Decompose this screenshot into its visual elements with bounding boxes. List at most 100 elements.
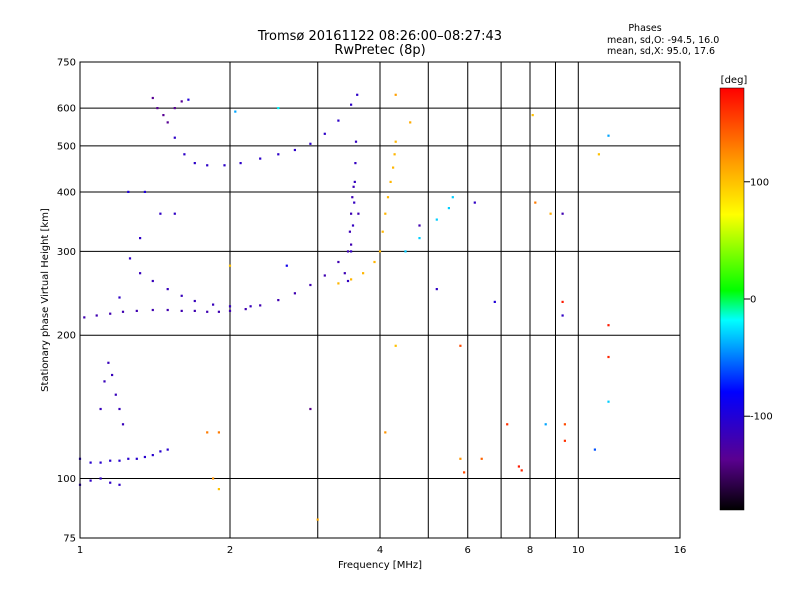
data-point	[350, 250, 353, 253]
data-point	[473, 201, 476, 204]
data-point	[139, 272, 142, 275]
data-point	[114, 393, 117, 396]
data-point	[180, 294, 183, 297]
x-tick-label: 2	[227, 545, 233, 556]
data-point	[362, 272, 365, 275]
data-point	[228, 264, 232, 267]
data-point	[323, 274, 326, 277]
data-point	[121, 423, 125, 426]
data-point	[351, 196, 354, 199]
data-point	[293, 148, 296, 152]
data-point	[354, 140, 358, 143]
data-point	[228, 309, 232, 312]
data-point	[118, 296, 121, 299]
data-point	[435, 218, 438, 221]
data-point	[173, 136, 176, 139]
y-axis-label: Stationary phase Virtual Height [km]	[40, 208, 51, 392]
data-point	[337, 282, 340, 285]
data-point	[151, 308, 154, 312]
phase-info-o: mean, sd,O: -94.5, 16.0	[607, 35, 719, 46]
data-point	[217, 431, 220, 434]
data-point	[109, 481, 112, 484]
data-point	[561, 314, 564, 317]
y-tick-label: 300	[57, 247, 76, 258]
chart-subtitle: RwPretec (8p)	[334, 43, 425, 58]
data-point	[109, 459, 112, 462]
data-point	[351, 224, 355, 227]
data-point	[409, 121, 412, 124]
data-point	[180, 100, 183, 103]
plot-frame	[79, 61, 681, 539]
data-point	[352, 185, 355, 188]
data-point	[563, 423, 566, 426]
data-point	[89, 479, 92, 482]
data-point	[118, 459, 121, 462]
data-point	[143, 190, 146, 193]
data-point	[99, 477, 102, 480]
y-tick-label: 75	[63, 534, 76, 545]
data-point	[187, 98, 190, 101]
data-point	[183, 153, 186, 156]
data-point	[386, 196, 390, 199]
data-point	[135, 309, 138, 312]
data-point	[394, 93, 397, 96]
x-tick-labels: 1 2 4 6 8 10 16	[77, 545, 687, 556]
colorbar-tick-labels: 100 0 -100	[744, 177, 773, 423]
data-point	[277, 299, 280, 302]
data-point	[206, 310, 209, 313]
x-tick-label: 4	[377, 545, 383, 556]
data-point	[223, 164, 226, 167]
x-axis-label: Frequency [MHz]	[338, 560, 422, 571]
data-point	[517, 465, 520, 468]
colorbar-tick-label: 100	[750, 177, 769, 188]
data-point	[418, 237, 421, 240]
data-point	[544, 423, 547, 426]
data-point	[180, 309, 183, 312]
data-point	[228, 305, 232, 308]
data-point	[173, 212, 176, 215]
data-point	[337, 260, 340, 264]
data-point	[135, 457, 138, 460]
data-point	[127, 457, 130, 460]
data-point	[435, 288, 438, 291]
phase-info-heading: Phases	[628, 23, 661, 34]
data-point	[480, 457, 483, 460]
data-point	[217, 488, 220, 491]
y-tick-labels: 75 100 200 300 400 500 600 750	[57, 58, 76, 545]
x-tick-label: 8	[527, 545, 533, 556]
data-point	[404, 250, 407, 253]
data-point	[346, 279, 350, 283]
y-tick-label: 600	[57, 104, 76, 115]
data-point	[193, 299, 196, 303]
data-point	[607, 400, 610, 403]
chart-title: Tromsø 20161122 08:26:00–08:27:43	[257, 29, 502, 44]
data-point	[323, 132, 326, 135]
colorbar	[719, 87, 745, 511]
colorbar-tick-label: -100	[750, 412, 773, 423]
data-point	[463, 471, 466, 474]
data-point	[285, 264, 288, 267]
data-point	[348, 230, 351, 233]
data-point	[118, 407, 121, 411]
data-point	[259, 157, 262, 160]
data-point	[309, 283, 312, 287]
data-point	[394, 140, 397, 143]
data-point	[143, 455, 146, 459]
data-point	[159, 450, 162, 453]
data-point	[239, 162, 242, 165]
data-point	[451, 196, 454, 199]
data-point	[206, 164, 209, 167]
data-point	[561, 300, 564, 303]
data-point	[607, 134, 610, 137]
data-point	[103, 380, 106, 383]
data-point	[393, 153, 396, 156]
data-point	[378, 250, 382, 253]
data-point	[173, 107, 176, 110]
x-tick-label: 10	[572, 545, 585, 556]
data-point	[217, 310, 220, 313]
data-point	[151, 96, 154, 100]
data-point	[549, 212, 552, 215]
data-point	[277, 107, 280, 110]
data-point	[593, 448, 596, 451]
data-point	[151, 279, 154, 283]
